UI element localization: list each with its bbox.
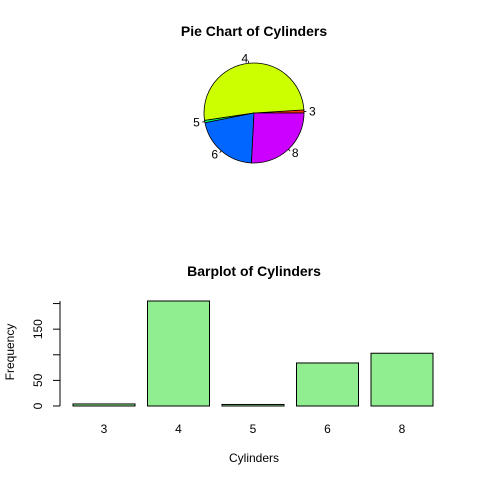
bar-8 bbox=[371, 353, 433, 406]
y-axis-label: Frequency bbox=[3, 324, 17, 381]
pie-label-4: 4 bbox=[241, 51, 248, 65]
pie-label-6: 6 bbox=[211, 148, 218, 162]
bar-6 bbox=[297, 363, 359, 406]
bars bbox=[73, 301, 433, 406]
pie-chart: Pie Chart of Cylinders 3 4 5 6 8 bbox=[181, 23, 327, 163]
y-tick-label-0: 0 bbox=[31, 402, 45, 409]
x-tick-label-6: 6 bbox=[324, 422, 331, 436]
pie-label-8: 8 bbox=[292, 146, 299, 160]
pie-slices bbox=[204, 63, 304, 163]
bar-3 bbox=[73, 404, 135, 406]
pie-label-3: 3 bbox=[309, 104, 316, 118]
bar-4 bbox=[148, 301, 210, 406]
bar-5 bbox=[222, 404, 284, 406]
pie-label-tick-8 bbox=[288, 149, 290, 151]
y-tick-label-150: 150 bbox=[31, 319, 45, 339]
x-tick-label-8: 8 bbox=[399, 422, 406, 436]
bar-chart: Barplot of Cylinders Cylinders Frequency… bbox=[3, 263, 433, 465]
y-axis: 0 50 150 bbox=[31, 301, 60, 409]
pie-title: Pie Chart of Cylinders bbox=[181, 23, 327, 39]
y-tick-label-50: 50 bbox=[31, 373, 45, 387]
bar-title: Barplot of Cylinders bbox=[187, 263, 321, 279]
x-tick-labels: 3 4 5 6 8 bbox=[101, 422, 406, 436]
pie-label-tick-6 bbox=[220, 151, 222, 153]
x-axis-label: Cylinders bbox=[229, 451, 279, 465]
x-tick-label-4: 4 bbox=[175, 422, 182, 436]
x-tick-label-5: 5 bbox=[250, 422, 257, 436]
x-tick-label-3: 3 bbox=[101, 422, 108, 436]
pie-label-5: 5 bbox=[193, 115, 200, 129]
